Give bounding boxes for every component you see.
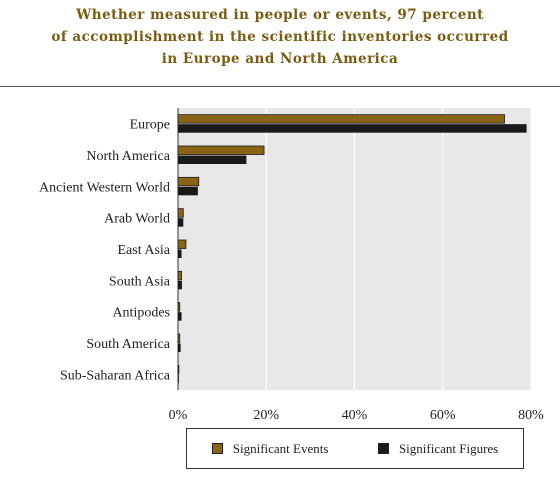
chart-legend: Significant Events Significant Figures (186, 428, 524, 469)
category-label: Europe (130, 118, 170, 133)
category-label: South America (86, 337, 170, 352)
bar-significant-figures (178, 374, 179, 384)
category-label: Ancient Western World (39, 180, 170, 195)
category-label: East Asia (118, 243, 171, 258)
bar-significant-figures (178, 249, 182, 258)
bar-significant-events (177, 239, 187, 249)
x-tick-label: 40% (342, 408, 368, 423)
bar-significant-figures (178, 343, 181, 352)
bar-significant-figures (178, 124, 527, 133)
bar-significant-figures (178, 218, 184, 227)
bar-significant-events (177, 176, 200, 187)
category-label: Sub-Saharan Africa (60, 368, 171, 383)
x-tick-label: 20% (253, 408, 279, 423)
legend-swatch-events (211, 443, 223, 454)
bar-significant-events (177, 364, 180, 375)
bar-significant-events (177, 302, 181, 312)
bar-significant-figures (178, 186, 198, 196)
bar-significant-events (177, 333, 181, 343)
x-tick-label: 60% (430, 408, 456, 423)
category-label: South Asia (109, 274, 171, 289)
legend-label-events: Significant Events (232, 440, 329, 456)
category-label: North America (86, 149, 170, 164)
bar-significant-events (177, 208, 184, 218)
legend-swatch-figures (377, 443, 389, 454)
legend-label-figures: Significant Figures (398, 440, 499, 456)
bar-significant-figures (178, 312, 182, 321)
category-label: Arab World (104, 212, 170, 227)
title-line-1: Whether measured in people or events, 97… (76, 7, 484, 23)
bar-significant-figures (178, 280, 182, 290)
chart-title: Whether measured in people or events, 97… (0, 4, 560, 70)
x-tick-label: 0% (169, 408, 188, 423)
bar-significant-events (177, 270, 182, 281)
category-label: Antipodes (112, 306, 170, 321)
legend-item-figures: Significant Figures (377, 440, 499, 457)
x-tick-label: 80% (518, 408, 544, 423)
bar-significant-figures (178, 155, 247, 164)
bar-significant-events (177, 114, 505, 124)
title-line-3: in Europe and North America (161, 51, 399, 67)
legend-item-events: Significant Events (211, 440, 329, 457)
bar-significant-events (177, 145, 265, 155)
title-line-2: of accomplishment in the scientific inve… (51, 29, 509, 45)
